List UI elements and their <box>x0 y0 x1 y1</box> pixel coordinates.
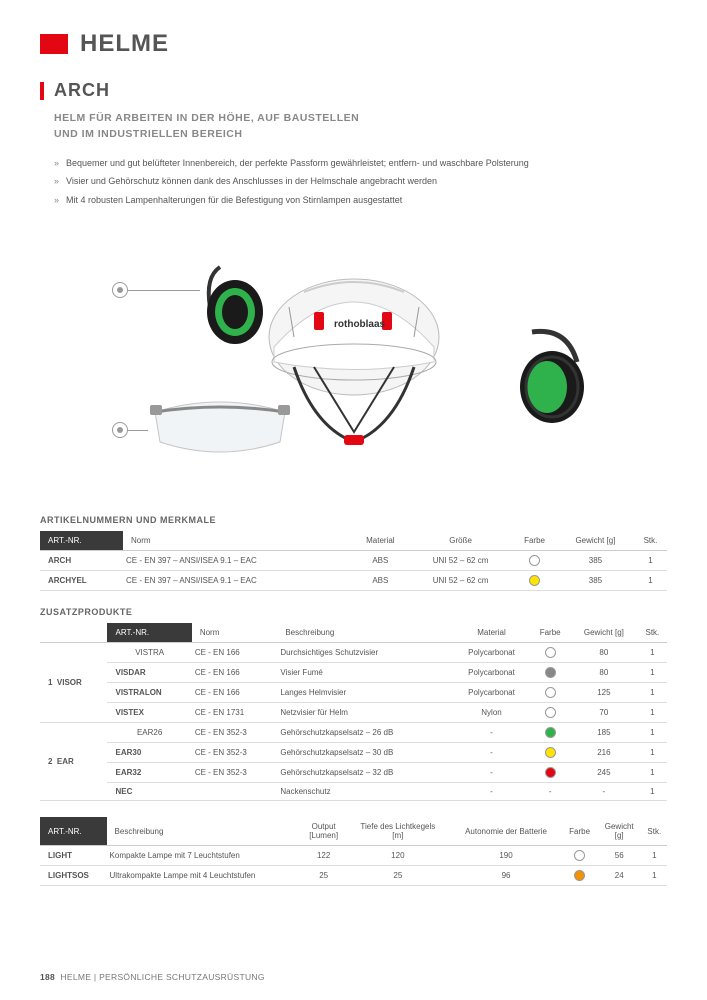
section-label: ARTIKELNUMMERN UND MERKMALE <box>40 515 667 525</box>
bullet: Mit 4 robusten Lampenhalterungen für die… <box>54 194 667 208</box>
svg-text:rothoblaas: rothoblaas <box>334 319 386 330</box>
earmuff-left-illustration <box>200 257 280 347</box>
earmuff-right-illustration <box>507 327 597 427</box>
feature-list: Bequemer und gut belüfteter Innenbereich… <box>54 157 667 208</box>
callout-line <box>128 430 148 431</box>
bullet: Bequemer und gut belüfteter Innenbereich… <box>54 157 667 171</box>
callout-2 <box>112 422 128 438</box>
accent-thin <box>40 82 44 100</box>
callout-1 <box>112 282 128 298</box>
product-name: ARCH <box>54 80 110 101</box>
page-footer: 188 HELME | PERSÖNLICHE SCHUTZAUSRÜSTUNG <box>40 972 265 982</box>
accent-block <box>40 34 68 54</box>
spec-table-3: ART.-NR.BeschreibungOutput [Lumen]Tiefe … <box>40 817 667 886</box>
visor-illustration <box>145 397 295 467</box>
product-image-area: rothoblaas <box>40 227 667 497</box>
page-title: HELME <box>80 30 169 58</box>
callout-line <box>128 290 200 291</box>
subtitle: HELM FÜR ARBEITEN IN DER HÖHE, AUF BAUST… <box>54 111 667 143</box>
spec-table-1: ART.-NR.NormMaterialGrößeFarbeGewicht [g… <box>40 531 667 591</box>
section-label: ZUSATZPRODUKTE <box>40 607 667 617</box>
spec-table-2: ART.-NR.NormBeschreibungMaterialFarbeGew… <box>40 623 667 801</box>
bullet: Visier und Gehörschutz können dank des A… <box>54 175 667 189</box>
